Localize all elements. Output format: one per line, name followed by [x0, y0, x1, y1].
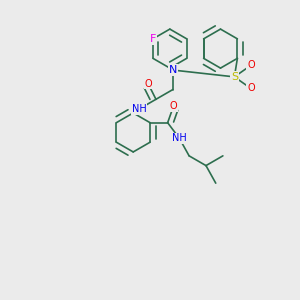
Text: N: N	[169, 65, 177, 75]
Text: NH: NH	[132, 104, 146, 114]
Text: O: O	[247, 60, 255, 70]
Text: O: O	[144, 79, 152, 89]
Text: S: S	[231, 72, 238, 82]
Text: O: O	[247, 83, 255, 93]
Text: F: F	[150, 34, 156, 44]
Text: NH: NH	[172, 133, 187, 143]
Text: F: F	[150, 34, 156, 44]
Text: O: O	[170, 101, 177, 111]
